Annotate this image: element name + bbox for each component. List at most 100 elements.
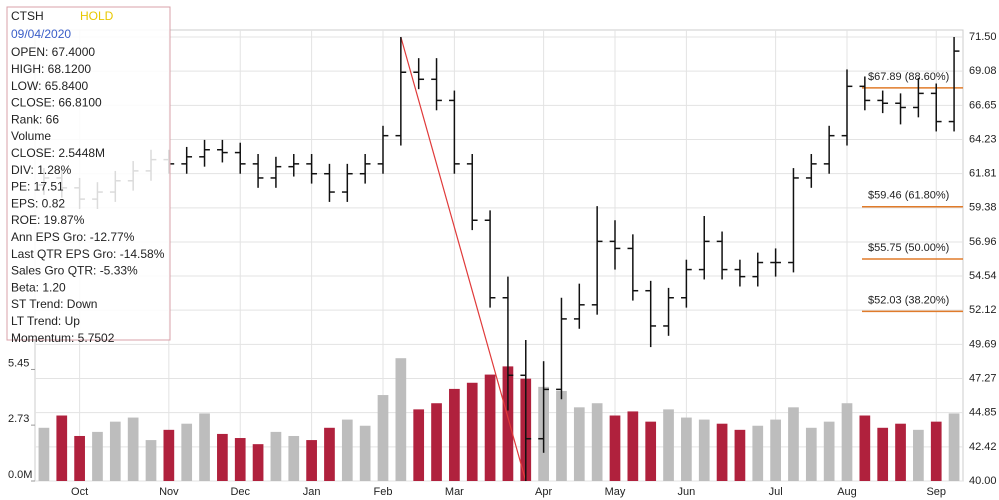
volume-bar [788, 407, 799, 481]
y-tick-label: 44.85 [969, 407, 997, 419]
volume-bar [930, 421, 942, 481]
volume-bar [895, 423, 906, 481]
info-line: DIV: 1.28% [11, 163, 72, 177]
volume-bar [56, 415, 68, 481]
trend-line [400, 36, 527, 482]
volume-bar [770, 419, 781, 481]
volume-bar [252, 444, 264, 481]
volume-bar [217, 433, 228, 481]
y-tick-label: 42.42 [969, 441, 997, 453]
info-line: ROE: 19.87% [11, 213, 85, 227]
info-line: EPS: 0.82 [11, 196, 65, 210]
volume-bar [127, 417, 139, 481]
x-tick-label: Mar [445, 486, 464, 498]
info-line: Momentum: 5.7502 [11, 331, 115, 345]
info-line: Last QTR EPS Gro: -14.58% [11, 247, 165, 261]
info-line: LT Trend: Up [11, 314, 80, 328]
x-tick-label: Oct [71, 486, 88, 498]
volume-bar [645, 421, 657, 481]
y-tick-label: 40.00 [969, 475, 997, 487]
x-tick-label: Nov [159, 486, 179, 498]
x-tick-label: Apr [535, 486, 552, 498]
x-tick-label: Dec [230, 486, 250, 498]
info-line: OPEN: 67.4000 [11, 45, 95, 59]
info-line: Sales Gro QTR: -5.33% [11, 264, 138, 278]
info-line: CLOSE: 66.8100 [11, 96, 102, 110]
volume-bar [413, 409, 425, 481]
volume-bar [377, 395, 389, 481]
volume-bar [698, 419, 710, 481]
volume-bar [823, 421, 835, 481]
ticker: CTSH [11, 9, 44, 23]
y-tick-label: 47.27 [969, 372, 997, 384]
y-tick-label: 56.96 [969, 236, 997, 248]
volume-bar [502, 366, 514, 481]
volume-bar [163, 429, 175, 481]
fib-label: $55.75 (50.00%) [868, 242, 949, 254]
volume-bar [74, 435, 85, 481]
volume-bar [734, 429, 746, 481]
y-tick-label: 52.12 [969, 304, 997, 316]
info-line: Rank: 66 [11, 112, 59, 126]
volume-bar [573, 407, 585, 481]
volume-bar [466, 382, 478, 481]
fib-label: $52.03 (38.20%) [868, 294, 949, 306]
volume-bar [716, 423, 728, 481]
x-tick-label: Sep [926, 486, 946, 498]
volume-bar [609, 415, 621, 481]
volume-bar [395, 358, 407, 481]
info-line: PE: 17.51 [11, 180, 64, 194]
volume-bar [805, 427, 817, 481]
volume-bar [234, 438, 246, 481]
info-line: LOW: 65.8400 [11, 79, 88, 93]
volume-bar [663, 409, 674, 481]
fib-label: $67.89 (88.60%) [868, 71, 949, 83]
volume-bar [199, 413, 210, 481]
fib-label: $59.46 (61.80%) [868, 190, 949, 202]
date: 09/04/2020 [11, 27, 71, 41]
x-tick-label: Jan [303, 486, 321, 498]
volume-bar [449, 388, 460, 481]
y-tick-label: 49.69 [969, 338, 997, 350]
volume-bar [913, 429, 924, 481]
volume-bar [109, 421, 121, 481]
x-tick-label: Feb [374, 486, 393, 498]
volume-tick-label: 5.45 [8, 357, 29, 369]
info-line: Beta: 1.20 [11, 280, 66, 294]
rating: HOLD [80, 9, 114, 23]
volume-bar [92, 431, 103, 481]
x-tick-label: Jul [769, 486, 783, 498]
volume-bar [270, 431, 282, 481]
volume-bar [859, 415, 871, 481]
volume-bar [181, 423, 193, 481]
y-tick-label: 69.08 [969, 65, 997, 77]
volume-bar [948, 413, 960, 481]
info-line: CLOSE: 2.5448M [11, 146, 105, 160]
y-tick-label: 54.54 [969, 270, 997, 282]
info-line: HIGH: 68.1200 [11, 62, 91, 76]
info-line: ST Trend: Down [11, 297, 97, 311]
volume-bar [359, 425, 371, 481]
info-line: Ann EPS Gro: -12.77% [11, 230, 135, 244]
info-box [6, 6, 171, 341]
volume-bar [484, 374, 496, 481]
volume-bar [288, 435, 300, 481]
volume-bar [306, 440, 317, 481]
volume-bar [681, 417, 692, 481]
info-line: Volume [11, 129, 51, 143]
volume-bar [627, 411, 639, 481]
volume-bar [38, 427, 50, 481]
y-tick-label: 66.65 [969, 99, 997, 111]
volume-bar [591, 403, 603, 481]
volume-bar [841, 403, 853, 481]
volume-bar [324, 427, 335, 481]
volume-tick-label: 2.73 [8, 413, 29, 425]
y-tick-label: 64.23 [969, 133, 997, 145]
volume-bar [752, 425, 764, 481]
x-tick-label: May [605, 486, 626, 498]
volume-bar [431, 403, 442, 481]
x-tick-label: Aug [837, 486, 857, 498]
volume-tick-label: 0.0M [8, 469, 32, 481]
volume-bar [877, 427, 889, 481]
